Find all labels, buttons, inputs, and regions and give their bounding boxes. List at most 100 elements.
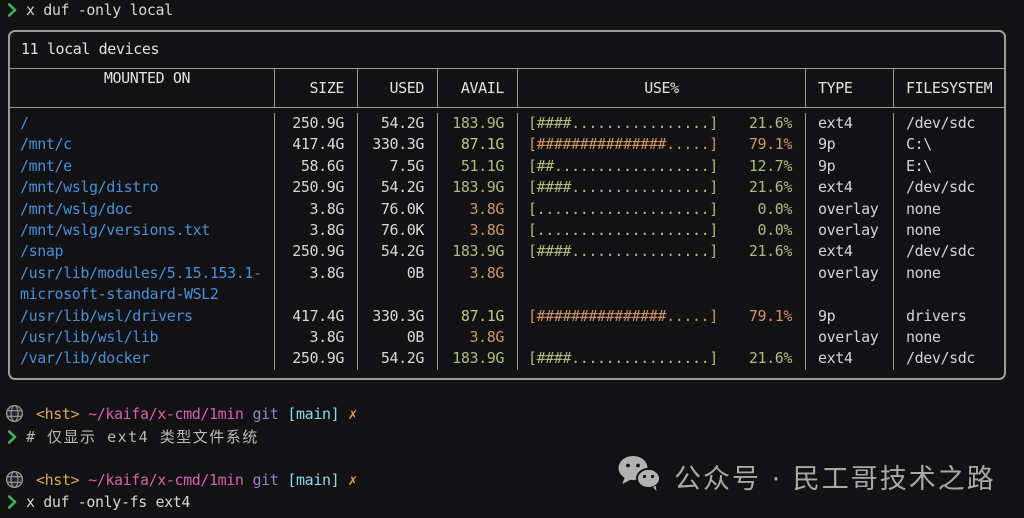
cell-used: 330.3G — [357, 305, 437, 328]
table-row: /mnt/wslg/versions.txt 3.8G 76.0K 3.8G [… — [10, 220, 1004, 242]
cell-size: 3.8G — [274, 262, 357, 306]
cell-mounted-on: /mnt/e — [10, 156, 274, 177]
cell-avail: 3.8G — [437, 327, 517, 349]
cell-use-percent: [####................] 21.6% — [517, 348, 805, 370]
watermark-text: 公众号 · 民工哥技术之路 — [674, 463, 996, 495]
command-line-bottom: x duf -only-fs ext4 — [7, 493, 190, 511]
cell-filesystem: E:\ — [893, 155, 1004, 178]
mount-path: /usr/lib/modules/5.15.153.1- — [20, 263, 262, 282]
cell-filesystem: none — [893, 220, 1004, 242]
usage-bar: [###############.....] — [528, 306, 718, 325]
cell-used: 0B — [357, 327, 437, 349]
cell-used: 7.5G — [357, 155, 437, 178]
usage-bar: [###############.....] — [528, 135, 718, 154]
usage-percent: 12.7% — [748, 156, 793, 175]
cell-size: 250.9G — [274, 241, 357, 263]
globe-icon — [5, 404, 24, 423]
cell-use-percent — [517, 262, 805, 306]
cell-avail: 3.8G — [437, 262, 517, 306]
usage-percent: 21.6% — [748, 242, 793, 261]
column-header-used: USED — [357, 69, 437, 107]
prompt-chevron-icon — [7, 429, 17, 444]
cell-use-percent: [....................] 0.0% — [517, 220, 805, 242]
cell-mounted-on: /mnt/wslg/versions.txt — [10, 220, 274, 241]
usage-percent: 79.1% — [748, 306, 793, 325]
cell-size: 58.6G — [274, 155, 357, 178]
table-header-row: MOUNTED ON SIZE USED AVAIL USE% TYPE FIL… — [10, 69, 1004, 108]
dirty-flag-icon: ✗ — [348, 404, 357, 423]
column-header-avail: AVAIL — [437, 69, 517, 107]
usage-bar: [....................] — [528, 221, 718, 240]
cell-type: overlay — [805, 198, 893, 221]
cell-mounted-on: /usr/lib/modules/5.15.153.1- microsoft-s… — [10, 263, 274, 306]
table-row: /usr/lib/modules/5.15.153.1- microsoft-s… — [10, 262, 1004, 306]
table-row: /usr/lib/wsl/lib 3.8G 0B 3.8G overlay no… — [10, 327, 1004, 349]
column-header-mounted-on: MOUNTED ON — [103, 69, 191, 87]
prompt-chevron-icon — [7, 3, 17, 17]
cell-filesystem: drivers — [893, 305, 1004, 328]
cell-filesystem: none — [893, 198, 1004, 221]
cell-mounted-on: /mnt/wslg/distro — [10, 177, 274, 198]
usage-bar: [####................] — [528, 242, 718, 261]
cell-type: 9p — [805, 305, 893, 328]
mount-path: /usr/lib/wsl/drivers — [20, 306, 193, 325]
cell-mounted-on: /usr/lib/wsl/drivers — [10, 306, 274, 327]
cell-filesystem: none — [893, 262, 1004, 306]
usage-percent: 0.0% — [757, 221, 792, 240]
cell-avail: 87.1G — [437, 305, 517, 328]
cell-size: 3.8G — [274, 198, 357, 221]
table-row: /usr/lib/wsl/drivers 417.4G 330.3G 87.1G… — [10, 305, 1004, 328]
dirty-flag-icon: ✗ — [348, 470, 357, 489]
mount-path-wrap: microsoft-standard-WSL2 — [20, 285, 219, 304]
command-line-comment: # 仅显示 ext4 类型文件系统 — [7, 426, 259, 447]
cell-use-percent: [####................] 21.6% — [517, 113, 805, 135]
usage-percent: 21.6% — [748, 349, 793, 368]
cell-mounted-on: /mnt/wslg/doc — [10, 199, 274, 220]
cell-filesystem: none — [893, 327, 1004, 349]
mount-path: /var/lib/docker — [20, 349, 150, 368]
cell-used: 330.3G — [357, 134, 437, 156]
cell-size: 3.8G — [274, 327, 357, 349]
usage-percent: 0.0% — [757, 199, 792, 218]
column-header-use-percent: USE% — [517, 69, 805, 107]
usage-bar: [####................] — [528, 349, 718, 368]
wechat-icon — [616, 454, 662, 499]
cell-filesystem: /dev/sdc — [893, 241, 1004, 263]
comment-text: # 仅显示 ext4 类型文件系统 — [26, 428, 259, 446]
table-row: /mnt/c 417.4G 330.3G 87.1G [############… — [10, 134, 1004, 156]
cell-size: 3.8G — [274, 220, 357, 242]
cell-size: 417.4G — [274, 134, 357, 156]
command-text: x duf -only-fs ext4 — [26, 493, 190, 511]
cell-used: 54.2G — [357, 113, 437, 135]
watermark: 公众号 · 民工哥技术之路 — [616, 450, 1016, 502]
cell-type: overlay — [805, 220, 893, 242]
cell-filesystem: /dev/sdc — [893, 113, 1004, 135]
mount-path: /mnt/e — [20, 156, 72, 175]
table-row: / 250.9G 54.2G 183.9G [####.............… — [10, 113, 1004, 135]
cell-use-percent: [###############.....] 79.1% — [517, 134, 805, 156]
cell-size: 250.9G — [274, 348, 357, 370]
cell-type: overlay — [805, 262, 893, 306]
command-text: x duf -only local — [26, 1, 173, 19]
globe-icon — [5, 470, 24, 489]
cell-avail: 183.9G — [437, 348, 517, 370]
cell-use-percent: [####................] 21.6% — [517, 177, 805, 199]
cell-mounted-on: / — [10, 113, 274, 134]
cell-use-percent: [##..................] 12.7% — [517, 155, 805, 178]
usage-bar: [##..................] — [528, 156, 718, 175]
prompt-path: ~/kaifa/x-cmd/1min — [88, 470, 244, 489]
cell-filesystem: C:\ — [893, 134, 1004, 156]
mount-path: / — [20, 114, 29, 132]
prompt-vcs: git — [252, 404, 279, 423]
mount-path: /mnt/wslg/doc — [20, 199, 133, 218]
column-header-filesystem: FILESYSTEM — [893, 69, 1004, 107]
cell-size: 250.9G — [274, 113, 357, 135]
table-row: /mnt/e 58.6G 7.5G 51.1G [##.............… — [10, 155, 1004, 178]
duf-devices-table: 11 local devices MOUNTED ON SIZE USED AV… — [8, 30, 1006, 380]
cell-avail: 183.9G — [437, 241, 517, 263]
cell-type: ext4 — [805, 113, 893, 135]
prompt-path: ~/kaifa/x-cmd/1min — [88, 404, 244, 423]
cell-mounted-on: /var/lib/docker — [10, 348, 274, 369]
prompt-host: <hst> — [36, 404, 80, 423]
